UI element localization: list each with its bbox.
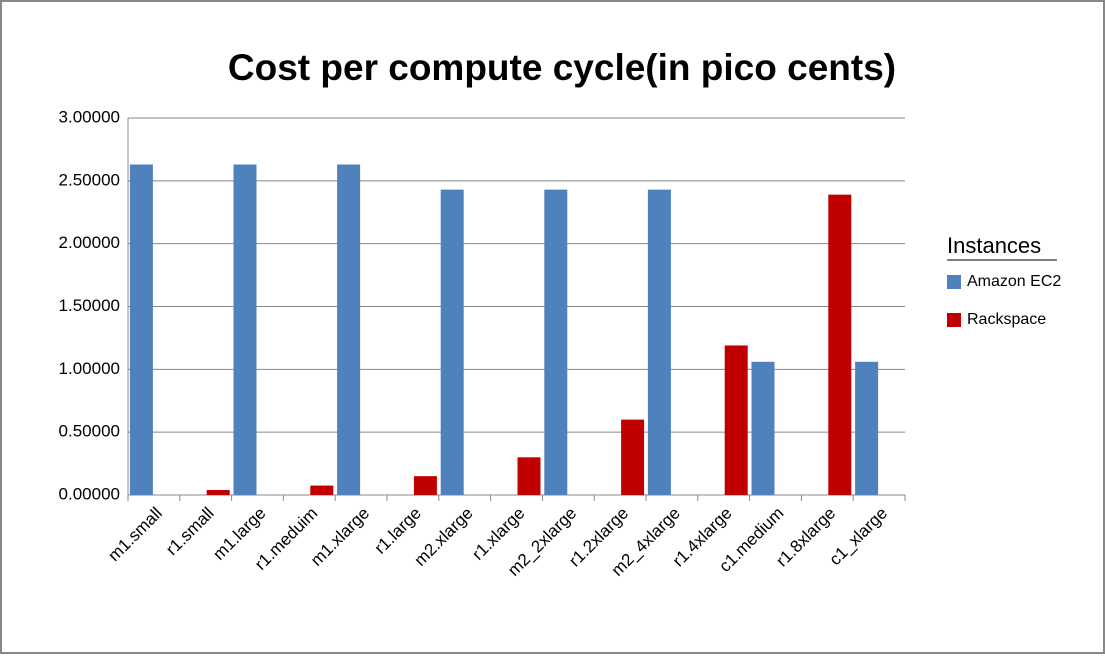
y-tick-label: 1.50000 xyxy=(59,296,120,315)
y-tick-label: 0.00000 xyxy=(59,484,120,503)
bar xyxy=(647,189,671,495)
y-tick-label: 0.50000 xyxy=(59,422,120,441)
y-tick-label: 2.50000 xyxy=(59,170,120,189)
legend-swatch xyxy=(947,313,961,327)
legend-swatch xyxy=(947,275,961,289)
bar xyxy=(337,164,361,495)
y-tick-label: 1.00000 xyxy=(59,359,120,378)
legend-label: Rackspace xyxy=(967,311,1046,328)
bar xyxy=(206,489,230,495)
bar xyxy=(233,164,257,495)
chart-title: Cost per compute cycle(in pico cents) xyxy=(228,47,896,88)
legend-label: Amazon EC2 xyxy=(967,273,1061,290)
bar xyxy=(751,361,775,495)
bar xyxy=(724,345,748,495)
bar xyxy=(440,189,464,495)
bar xyxy=(544,189,568,495)
bar xyxy=(621,419,645,495)
bar xyxy=(413,476,437,495)
y-tick-label: 2.00000 xyxy=(59,233,120,252)
y-tick-label: 3.00000 xyxy=(59,107,120,126)
bar xyxy=(855,361,879,495)
bar xyxy=(517,457,541,495)
legend-title: Instances xyxy=(947,233,1041,258)
bar xyxy=(310,485,334,495)
bar xyxy=(828,194,852,495)
bar xyxy=(129,164,153,495)
